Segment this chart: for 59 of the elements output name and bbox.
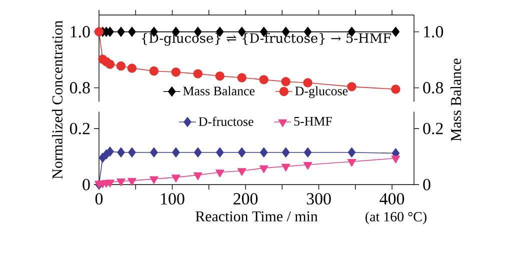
point [128, 178, 136, 186]
point [347, 158, 356, 167]
y2-tick-label: 0.8 [423, 82, 444, 94]
point [150, 176, 158, 184]
point [282, 147, 290, 158]
point [259, 165, 268, 174]
point [171, 68, 181, 77]
legend-label: D-glucose [295, 86, 348, 98]
point [348, 147, 356, 158]
y2-axis-title: Mass Balance [450, 58, 462, 142]
point [193, 69, 202, 78]
point [172, 174, 180, 182]
point [347, 82, 356, 92]
x-tick-label: 0 [95, 193, 103, 205]
point [128, 147, 136, 158]
point [238, 147, 246, 158]
point [194, 147, 202, 158]
point [259, 75, 268, 84]
point [194, 172, 202, 180]
point [150, 147, 158, 158]
legend-label: 5-HMF [294, 117, 332, 126]
point [391, 156, 400, 164]
point [281, 77, 290, 86]
point [117, 147, 125, 158]
y2-tick-label: 1.0 [424, 26, 444, 38]
x-tick-label: 400 [380, 193, 404, 205]
point [215, 71, 224, 81]
y2-tick-label: 0 [423, 178, 430, 190]
point [116, 61, 126, 71]
x-tick-label: 300 [306, 193, 331, 205]
point [260, 147, 268, 158]
point [215, 170, 224, 178]
y-tick-label: 0.8 [70, 82, 90, 94]
point [106, 146, 114, 157]
point [105, 60, 115, 69]
y2-tick-label: 0.2 [423, 122, 443, 134]
legend-label: D-fructose [198, 116, 254, 126]
point [391, 84, 400, 94]
y-tick-label: 0.2 [70, 122, 90, 134]
point [172, 147, 180, 158]
y-axis-title: Normalized Concentration [52, 20, 62, 179]
point [304, 147, 312, 158]
point [237, 73, 246, 82]
point [303, 162, 312, 170]
point [106, 180, 114, 188]
legend-label: Mass Balance [183, 86, 255, 96]
y-tick-label: 1.0 [70, 26, 90, 38]
text: (at 160 °C) [366, 212, 426, 224]
y-tick-label: 0 [82, 178, 90, 190]
x-tick-label: 200 [234, 193, 258, 205]
annotation: {D-glucose} ⇌ {D-fructose} → 5-HMF [142, 32, 392, 46]
point [127, 64, 137, 73]
point [281, 164, 290, 172]
point [237, 168, 246, 176]
x-tick-label: 100 [161, 193, 184, 205]
point [216, 147, 224, 158]
point [116, 178, 126, 186]
point [149, 66, 159, 76]
x-axis-title: Reaction Time / min [196, 211, 318, 222]
